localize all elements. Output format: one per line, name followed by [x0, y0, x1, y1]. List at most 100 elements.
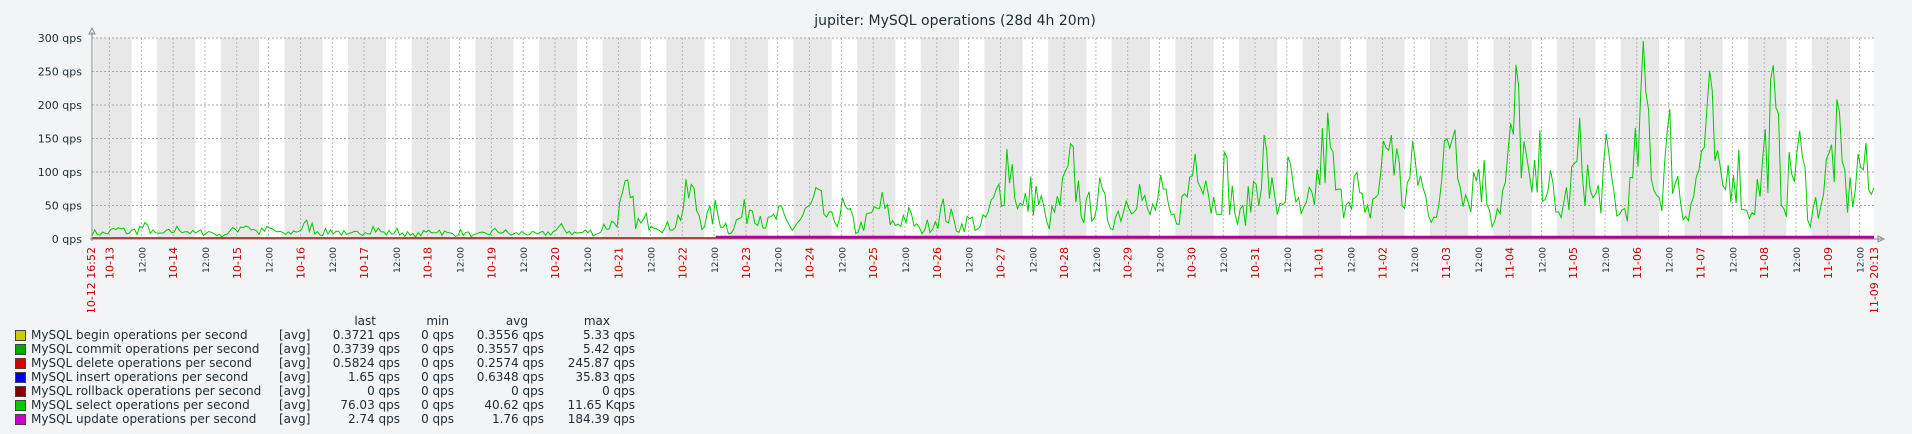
legend-func: [avg] [279, 328, 311, 342]
legend-max: 0 qps [602, 384, 635, 398]
series-line-select [91, 40, 1875, 239]
legend-max: 245.87 qps [567, 356, 635, 370]
legend-series-name: MySQL rollback operations per second [31, 384, 262, 398]
legend-series-name: MySQL select operations per second [31, 398, 250, 412]
x-date-label-7: 10-20 [549, 247, 562, 279]
x-date-label-14: 10-27 [994, 247, 1007, 279]
legend-series-name: MySQL commit operations per second [31, 342, 260, 356]
x-noon-label-9: 12:00 [711, 247, 721, 273]
x-noon-label-7: 12:00 [584, 247, 594, 273]
x-noon-label-1: 12:00 [202, 247, 212, 273]
legend-swatch [15, 358, 26, 369]
x-date-label-26: 11-08 [1758, 247, 1771, 279]
legend-swatch [15, 400, 26, 411]
legend-min: 0 qps [421, 412, 454, 426]
x-date-label-2: 10-15 [231, 247, 244, 279]
x-noon-label-16: 12:00 [1157, 247, 1167, 273]
x-date-label-8: 10-21 [613, 247, 626, 279]
x-date-label-17: 10-30 [1185, 247, 1198, 279]
x-date-label-12: 10-25 [867, 247, 880, 279]
legend-swatch [15, 372, 26, 383]
x-noon-label-2: 12:00 [266, 247, 276, 273]
y-tick-label-1: 50 qps [45, 200, 82, 213]
series-lines [91, 40, 1875, 239]
legend-series-name: MySQL begin operations per second [31, 328, 248, 342]
x-noon-label-17: 12:00 [1220, 247, 1230, 273]
legend-series-name: MySQL delete operations per second [31, 356, 252, 370]
legend-series-name: MySQL insert operations per second [31, 370, 249, 384]
x-date-label-24: 11-06 [1631, 247, 1644, 279]
x-noon-label-26: 12:00 [1793, 247, 1803, 273]
legend-swatch [15, 330, 26, 341]
x-date-label-16: 10-29 [1122, 247, 1135, 279]
x-date-label-22: 11-04 [1504, 247, 1517, 279]
x-noon-label-12: 12:00 [902, 247, 912, 273]
mysql-operations-chart: jupiter: MySQL operations (28d 4h 20m) 0… [38, 13, 1886, 312]
day-shade-26 [1748, 38, 1787, 239]
x-noon-label-13: 12:00 [966, 247, 976, 273]
x-noon-label-0: 12:00 [138, 247, 148, 273]
y-tick-label-6: 300 qps [38, 32, 82, 45]
x-noon-label-14: 12:00 [1029, 247, 1039, 273]
x-noon-label-11: 12:00 [838, 247, 848, 273]
legend-swatch [15, 344, 26, 355]
legend-func: [avg] [279, 356, 311, 370]
x-noon-label-15: 12:00 [1093, 247, 1103, 273]
x-date-label-23: 11-05 [1567, 247, 1580, 279]
legend-last: 0.3739 qps [332, 342, 400, 356]
legend-func: [avg] [279, 342, 311, 356]
x-date-label-27: 11-09 [1822, 247, 1835, 279]
legend-last: 2.74 qps [347, 412, 400, 426]
legend-last: 76.03 qps [340, 398, 400, 412]
legend-func: [avg] [279, 384, 311, 398]
x-noon-label-20: 12:00 [1411, 247, 1421, 273]
x-start-label: 10-12 16:52 [85, 247, 98, 312]
x-noon-label-19: 12:00 [1347, 247, 1357, 273]
x-date-label-1: 10-14 [167, 247, 180, 279]
legend-avg: 0.6348 qps [476, 370, 544, 384]
x-noon-label-10: 12:00 [775, 247, 785, 273]
x-noon-label-18: 12:00 [1284, 247, 1294, 273]
x-noon-label-8: 12:00 [647, 247, 657, 273]
x-date-label-9: 10-22 [676, 247, 689, 279]
x-end-label: 11-09 20:13 [1868, 247, 1881, 312]
grid-lines [92, 37, 1874, 239]
axes [88, 26, 1886, 243]
legend-avg: 1.76 qps [491, 412, 544, 426]
x-date-label-5: 10-18 [422, 247, 435, 279]
x-noon-label-6: 12:00 [520, 247, 530, 273]
legend-min: 0 qps [421, 342, 454, 356]
x-date-label-25: 11-07 [1695, 247, 1708, 279]
x-noon-label-3: 12:00 [329, 247, 339, 273]
legend-min: 0 qps [421, 384, 454, 398]
legend-header-avg: avg [505, 314, 528, 328]
legend-last: 0 qps [367, 384, 400, 398]
y-axis-ticks: 0 qps 50 qps 100 qps 150 qps 200 qps 250 qps 3… [38, 32, 82, 246]
legend-func: [avg] [279, 370, 311, 384]
x-noon-label-21: 12:00 [1475, 247, 1485, 273]
legend-last: 0.3721 qps [332, 328, 400, 342]
y-tick-label-3: 150 qps [38, 133, 82, 146]
x-date-label-3: 10-16 [294, 247, 307, 279]
x-axis-arrow [1877, 235, 1886, 243]
legend-max: 5.42 qps [582, 342, 635, 356]
x-date-label-4: 10-17 [358, 247, 371, 279]
x-date-label-19: 11-01 [1313, 247, 1326, 279]
x-date-label-18: 10-31 [1249, 247, 1262, 279]
legend-series-name: MySQL update operations per second [31, 412, 257, 426]
legend-max: 5.33 qps [582, 328, 635, 342]
legend-avg: 0.3557 qps [476, 342, 544, 356]
y-tick-label-5: 250 qps [38, 66, 82, 79]
legend-avg: 0.2574 qps [476, 356, 544, 370]
legend-min: 0 qps [421, 328, 454, 342]
legend-func: [avg] [279, 412, 311, 426]
x-date-label-6: 10-19 [485, 247, 498, 279]
legend-max: 184.39 qps [567, 412, 635, 426]
x-date-label-11: 10-24 [804, 247, 817, 279]
legend-header-min: min [426, 314, 449, 328]
x-date-label-13: 10-26 [931, 247, 944, 279]
day-shade-5 [411, 38, 450, 239]
legend-max: 35.83 qps [575, 370, 635, 384]
legend-last: 0.5824 qps [332, 356, 400, 370]
x-date-label-20: 11-02 [1376, 247, 1389, 279]
